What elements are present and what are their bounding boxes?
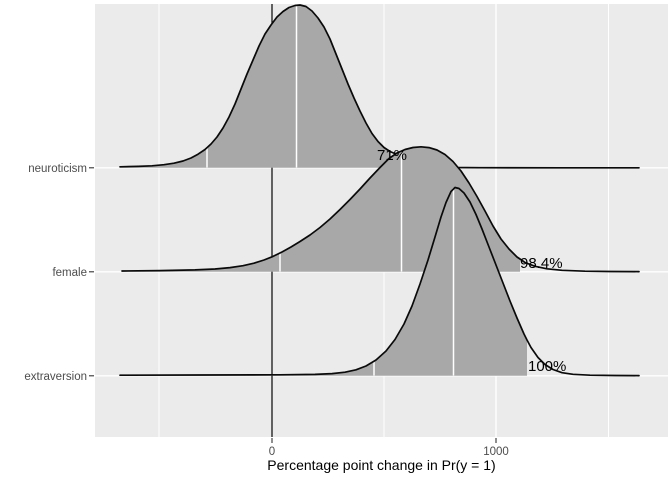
y-axis-label-neuroticism: neuroticism [28,163,87,175]
x-tick-label: 0 [269,446,275,458]
y-axis-label-female: female [52,267,87,279]
density-outline-female [121,145,640,273]
density-fill-extraversion [120,187,527,376]
density-outline-extraversion [119,186,640,377]
y-axis-label-extraversion: extraversion [24,371,87,383]
x-tick-label: 1000 [483,446,509,458]
density-fill-neuroticism [120,5,390,168]
annotation-neuroticism: 71% [377,147,407,164]
annotation-female: 98.4% [520,255,563,272]
x-axis-title: Percentage point change in Pr(y = 1) [267,457,495,473]
density-fill-female [122,146,520,272]
annotation-extraversion: 100% [528,358,566,375]
